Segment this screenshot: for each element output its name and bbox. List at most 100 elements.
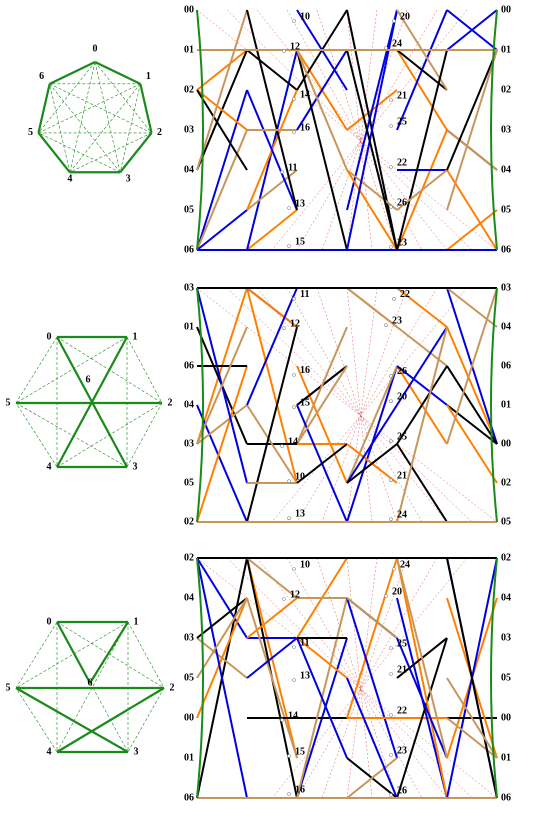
vertex: [282, 326, 286, 330]
edge: [396, 365, 448, 406]
edge: [346, 9, 398, 211]
edge: [446, 326, 498, 445]
guide: [256, 557, 448, 799]
node-label: 4: [67, 174, 72, 185]
edge: [246, 287, 298, 484]
vertex: [292, 97, 296, 101]
edge: [296, 637, 348, 759]
row-label: 06: [501, 360, 511, 371]
vertex: [389, 713, 393, 717]
node-label: 5: [6, 397, 11, 408]
vertex-label: 24: [397, 509, 407, 520]
row-label: 04: [184, 164, 194, 175]
node-label: 0: [93, 43, 98, 54]
node-label: 0: [47, 331, 52, 342]
vertex-label: 24: [400, 559, 410, 570]
edge: [15, 687, 129, 753]
row-label: 03: [184, 438, 194, 449]
row-label: 03: [501, 632, 511, 643]
edge: [346, 443, 398, 484]
node-label: 6: [39, 71, 44, 82]
vertex: [392, 567, 396, 571]
row-label: 05: [184, 672, 194, 683]
edge: [49, 83, 71, 173]
row-label: 04: [501, 321, 511, 332]
vertex: [280, 170, 284, 174]
row-label: 03: [184, 282, 194, 293]
row-label: 06: [184, 360, 194, 371]
edge: [396, 637, 448, 759]
vertex-label: 13: [300, 670, 310, 681]
edge: [346, 287, 398, 328]
vertex: [280, 718, 284, 722]
edge: [196, 326, 248, 445]
edge: [196, 9, 248, 171]
vertex: [287, 244, 291, 248]
node-label: 1: [133, 331, 138, 342]
row-label: 05: [501, 516, 511, 527]
node-label: 3: [134, 746, 139, 757]
row-label: 03: [501, 282, 511, 293]
edge: [346, 757, 398, 799]
row-label: 05: [501, 672, 511, 683]
edge: [94, 61, 121, 173]
edge: [490, 9, 498, 251]
vertex: [384, 46, 388, 50]
edge: [38, 83, 141, 134]
row-label: 00: [184, 4, 194, 15]
vertex: [389, 439, 393, 443]
edge: [346, 169, 398, 211]
guide: [226, 557, 473, 799]
vertex-label: 10: [295, 471, 305, 482]
vertex: [292, 130, 296, 134]
vertex: [389, 399, 393, 404]
vertex-label: 26: [397, 197, 407, 208]
vertex-label: 16: [295, 784, 305, 795]
vertex-label: 22: [397, 705, 407, 716]
edge: [396, 557, 448, 799]
edge: [446, 557, 498, 799]
vertex: [287, 479, 291, 483]
guide: [316, 287, 398, 523]
guide: [346, 287, 373, 523]
vertex-label: 11: [288, 162, 297, 173]
vertex: [384, 323, 388, 327]
edge: [446, 717, 498, 759]
edge: [15, 402, 58, 468]
guide: [346, 557, 378, 799]
vertex-label: 14: [288, 436, 298, 447]
vertex-label: 12: [290, 41, 300, 52]
edge: [296, 365, 348, 445]
guide: [321, 287, 408, 523]
edge: [119, 132, 153, 173]
row-label: 02: [184, 84, 194, 95]
edge: [446, 49, 498, 171]
edge: [396, 49, 448, 251]
edge: [296, 49, 348, 251]
edge: [38, 132, 121, 173]
node-label: 2: [170, 682, 175, 693]
vertex-label: 15: [295, 746, 305, 757]
edge: [196, 557, 248, 639]
edge: [56, 621, 165, 689]
edge: [446, 49, 498, 211]
edge: [446, 287, 498, 445]
node-label: 2: [157, 127, 162, 138]
edge: [89, 621, 129, 684]
vertex-label: 14: [288, 710, 298, 721]
vertex: [287, 516, 291, 521]
guide: [286, 287, 423, 523]
vertex-label: 13: [295, 198, 305, 209]
node-label: 1: [134, 616, 139, 627]
vertex: [292, 405, 296, 409]
row-label: 01: [501, 44, 511, 55]
edge: [346, 365, 398, 484]
edge: [15, 621, 129, 689]
edge: [127, 621, 165, 689]
vertex: [392, 297, 396, 301]
edge: [38, 61, 96, 134]
edge: [196, 597, 248, 639]
edge: [196, 9, 204, 251]
vertex-label: 20: [397, 391, 407, 402]
